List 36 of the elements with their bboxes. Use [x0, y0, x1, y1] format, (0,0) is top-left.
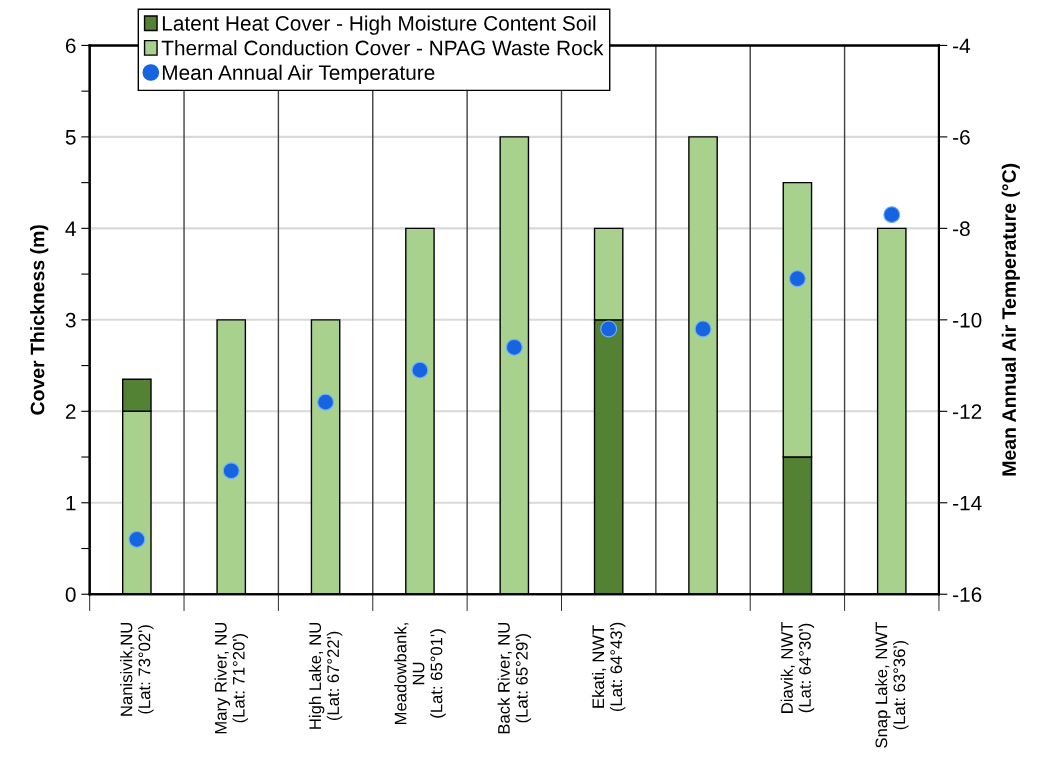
y-tick-label: 3 [65, 312, 76, 328]
y2-tick-label: -6 [953, 129, 970, 145]
legend-label: Latent Heat Cover - High Moisture Content Soil [162, 15, 596, 35]
y2-tick-label: -14 [953, 495, 982, 511]
point [505, 338, 523, 356]
x-tick-label: Back River, NU (Lat: 65°29') [497, 622, 532, 734]
x-tick-label: Snap Lake, NWT (Lat: 63°36') [875, 622, 909, 748]
y-tick-label: 2 [65, 404, 76, 419]
point [317, 393, 335, 411]
y-tick-label: 6 [65, 38, 76, 54]
x-tick-label: Meadowbank, NU (Lat: 65°01') [394, 623, 446, 725]
y2-tick-label: -12 [953, 404, 982, 419]
y2-tick-label: -10 [953, 312, 982, 328]
point [222, 462, 240, 480]
y2-tick-label: -4 [953, 38, 971, 53]
x-tick-label: Diavik, NWT (Lat: 64°30') [780, 622, 815, 713]
legend-label: Thermal Conduction Cover - NPAG Waste Rock [161, 40, 604, 56]
point [128, 530, 146, 548]
x-tick-label: High Lake, NU (Lat: 67°22') [308, 622, 343, 729]
y-tick-label: 5 [65, 130, 76, 145]
y2-tick-label: -16 [953, 587, 982, 602]
point [788, 270, 806, 288]
point [411, 361, 429, 379]
y-tick-label: 4 [65, 221, 76, 236]
point [883, 206, 901, 224]
y2-tick-label: -8 [953, 221, 970, 237]
y-tick-label: 1 [66, 495, 76, 511]
x-tick-label: Ekati, NWT (Lat: 64°43') [591, 622, 626, 712]
y-axis-title: Cover Thickness (m) [30, 225, 49, 415]
point [694, 320, 712, 338]
y-tick-label: 0 [65, 587, 76, 602]
x-tick-label: Nanisivik,NU (Lat: 73°02') [120, 622, 154, 716]
y2-axis-title: Mean Annual Air Temperature (°C) [1001, 163, 1020, 476]
legend-label: Mean Annual Air Temperature [162, 64, 435, 85]
x-tick-label: Mary River, NU (Lat: 71°20') [214, 622, 248, 734]
point [600, 320, 618, 338]
